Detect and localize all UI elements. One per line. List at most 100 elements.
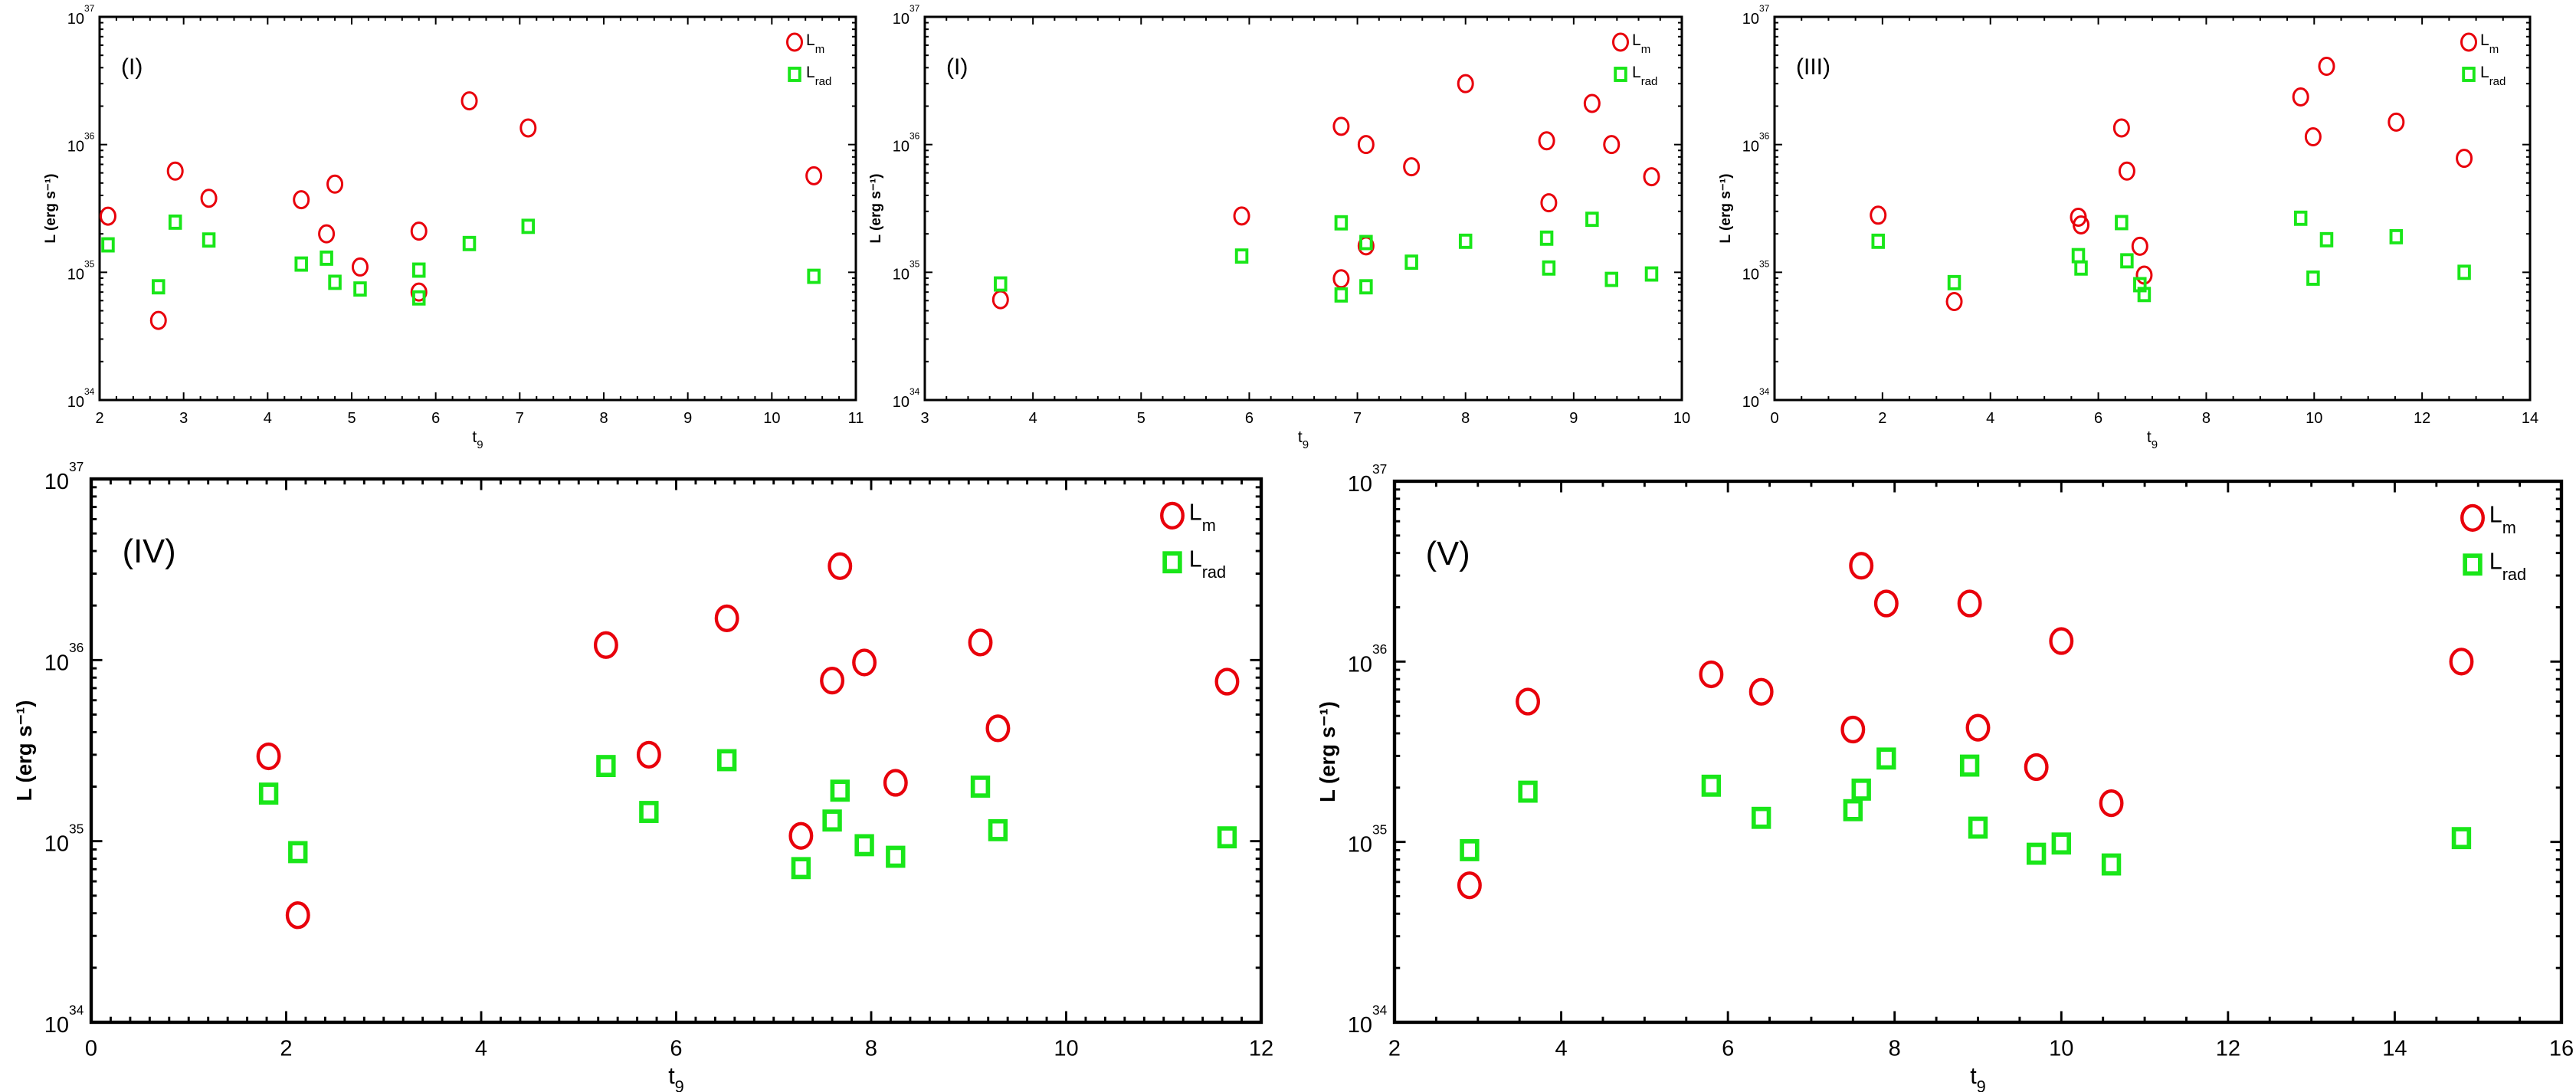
data-point-lrad bbox=[2293, 210, 2308, 226]
x-tick-label: 8 bbox=[1461, 410, 1470, 427]
data-point-lrad bbox=[1843, 799, 1863, 821]
x-tick-label: 12 bbox=[2216, 1037, 2240, 1061]
data-point-lm bbox=[714, 604, 739, 632]
data-point-lm bbox=[820, 667, 845, 695]
axis-ticks bbox=[99, 16, 857, 401]
data-point-lrad bbox=[994, 276, 1008, 292]
plot-frame bbox=[923, 15, 1683, 402]
data-point-lm bbox=[2449, 648, 2474, 676]
legend-label-base: L bbox=[2480, 31, 2489, 49]
x-axis-label: t9 bbox=[1298, 428, 1309, 451]
x-tick-label: 10 bbox=[1673, 410, 1690, 427]
x-axis-label-base: t bbox=[1970, 1063, 1977, 1089]
y-tick-label: 10 bbox=[1348, 652, 1372, 677]
legend-marker-square bbox=[2462, 67, 2476, 82]
data-point-lm bbox=[2131, 236, 2148, 256]
y-tick-label: 10 bbox=[1742, 139, 1759, 156]
legend-label-sub: rad bbox=[1641, 75, 1658, 88]
series-l-m bbox=[1870, 57, 2473, 312]
y-axis-label: L (erg s⁻¹) bbox=[868, 174, 884, 244]
y-tick-exponent: 35 bbox=[909, 258, 920, 269]
data-point-lm bbox=[149, 310, 167, 330]
y-tick-exponent: 37 bbox=[1759, 3, 1770, 14]
data-point-lm bbox=[293, 190, 310, 210]
data-point-lrad bbox=[152, 279, 166, 295]
data-point-lrad bbox=[1217, 826, 1237, 849]
y-tick-base: 10 bbox=[1742, 266, 1759, 283]
y-tick-base: 10 bbox=[1742, 11, 1759, 28]
data-point-lm bbox=[805, 166, 823, 185]
data-point-lm bbox=[1945, 292, 1963, 312]
data-point-lm bbox=[166, 161, 184, 181]
data-point-lm bbox=[2099, 789, 2124, 818]
x-axis-label-base: t bbox=[1298, 428, 1303, 446]
data-point-lrad bbox=[1542, 260, 1556, 276]
x-tick-label: 14 bbox=[2522, 410, 2538, 427]
data-point-lm bbox=[460, 91, 478, 111]
series-l-rad bbox=[1871, 210, 2471, 303]
data-point-lrad bbox=[411, 290, 426, 306]
y-tick-exponent: 36 bbox=[909, 131, 920, 142]
data-point-lm bbox=[2318, 57, 2335, 77]
data-point-lrad bbox=[1959, 754, 1980, 777]
data-point-lm bbox=[1540, 193, 1558, 213]
data-point-lm bbox=[1457, 871, 1482, 900]
y-tick-base: 10 bbox=[67, 11, 84, 28]
legend-label-base: L bbox=[806, 31, 815, 49]
data-point-lrad bbox=[1585, 212, 1599, 228]
legend-label: Lm bbox=[2480, 31, 2499, 56]
x-tick-label: 4 bbox=[1986, 410, 1994, 427]
plot-frame bbox=[98, 15, 857, 402]
x-axis-label: t9 bbox=[2147, 428, 2158, 451]
data-point-lm bbox=[2112, 118, 2130, 138]
data-point-lrad bbox=[1871, 233, 1885, 249]
data-point-lm bbox=[285, 901, 310, 930]
y-tick-label: 10 bbox=[1348, 1013, 1372, 1038]
data-point-lm bbox=[1214, 667, 1240, 696]
y-tick-label: 10 bbox=[893, 11, 909, 28]
y-tick-label: 10 bbox=[893, 266, 909, 283]
data-point-lrad bbox=[1947, 274, 1961, 290]
data-point-lm bbox=[1748, 677, 1774, 706]
legend-marker-square bbox=[788, 67, 801, 82]
data-point-lrad bbox=[168, 214, 182, 230]
data-point-lm bbox=[99, 206, 116, 226]
data-point-lm bbox=[1873, 589, 1899, 618]
y-tick-base: 10 bbox=[44, 1013, 69, 1038]
y-tick-base: 10 bbox=[893, 139, 909, 156]
y-tick-exponent: 37 bbox=[84, 3, 95, 14]
x-tick-label: 6 bbox=[431, 410, 440, 427]
data-point-lrad bbox=[2306, 271, 2320, 286]
legend-label: Lrad bbox=[806, 64, 831, 88]
data-point-lrad bbox=[639, 801, 659, 823]
panel-label: (III) bbox=[1796, 54, 1830, 80]
y-tick-exponent: 35 bbox=[84, 258, 95, 269]
x-tick-label: 4 bbox=[1555, 1037, 1568, 1061]
axis-ticks bbox=[1393, 480, 2563, 1024]
data-point-lrad bbox=[258, 782, 279, 805]
data-point-lrad bbox=[328, 274, 342, 290]
data-point-lrad bbox=[1518, 780, 1538, 803]
data-point-lrad bbox=[2101, 853, 2122, 876]
data-point-lm bbox=[1870, 205, 1887, 225]
y-tick-label: 10 bbox=[1348, 472, 1372, 497]
y-tick-label: 10 bbox=[1742, 394, 1759, 411]
data-point-lrad bbox=[521, 218, 536, 234]
legend-label-base: L bbox=[2480, 64, 2489, 81]
y-tick-base: 10 bbox=[893, 394, 909, 411]
plot-frame bbox=[1392, 479, 2564, 1025]
data-point-lrad bbox=[2115, 215, 2129, 231]
legend-label-sub: rad bbox=[1202, 562, 1226, 582]
data-point-lm bbox=[985, 714, 1011, 743]
data-point-lrad bbox=[1539, 230, 1554, 246]
y-tick-label: 10 bbox=[893, 139, 909, 156]
x-tick-label: 2 bbox=[280, 1037, 292, 1061]
x-tick-label: 4 bbox=[475, 1037, 487, 1061]
y-tick-base: 10 bbox=[44, 651, 69, 675]
y-tick-base: 10 bbox=[44, 832, 69, 857]
y-tick-exponent: 35 bbox=[69, 821, 84, 837]
x-axis-label-sub: 9 bbox=[675, 1077, 684, 1092]
data-point-lm bbox=[828, 552, 853, 580]
